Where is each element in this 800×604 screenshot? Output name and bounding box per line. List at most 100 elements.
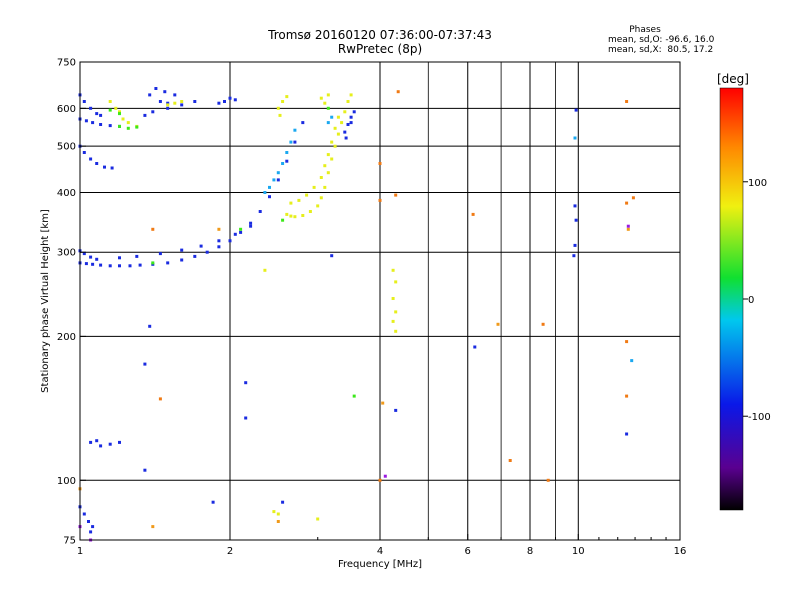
data-point [330,254,334,258]
data-point [508,459,512,462]
data-point [110,166,114,170]
data-point [333,144,337,148]
data-point [244,381,248,385]
data-point [217,245,221,249]
data-point [163,90,167,94]
y-tick-label: 750 [57,58,76,69]
data-point [143,468,147,472]
data-point [383,474,387,478]
data-point [91,121,95,125]
data-point [316,204,320,208]
data-point [326,93,330,97]
y-tick-label: 500 [57,142,76,153]
data-point [276,512,280,516]
data-point [121,117,125,121]
data-point [84,262,88,266]
colorbar-ticks: 100 0 -100 [743,178,771,423]
data-point [394,280,398,284]
data-point [394,408,398,412]
data-point [330,157,334,161]
data-point [82,512,86,516]
data-point [138,263,142,267]
x-tick-label: 2 [227,546,233,557]
data-point [89,440,93,444]
data-point [276,106,280,110]
data-point [574,108,578,112]
data-point [249,224,253,228]
data-point [108,108,112,112]
data-point [95,112,99,116]
data-point [166,101,170,105]
y-axis-label: Stationary phase Virtual Height [km] [40,209,51,393]
data-point [118,112,121,116]
data-point [148,324,152,328]
data-point [330,115,334,119]
data-point [285,159,289,163]
data-point [143,113,147,117]
data-point [128,264,132,268]
data-point [99,263,103,267]
phase-info-x: mean, sd,X: 80.5, 17.2 [608,45,713,55]
data-point [293,128,297,132]
data-point [108,442,112,446]
data-point [151,110,155,114]
data-point [326,171,330,175]
data-point [268,195,271,199]
data-point [541,322,545,326]
data-point [166,106,170,110]
data-point [276,171,280,175]
data-point [316,517,320,521]
data-point [233,232,237,236]
data-point [391,297,395,300]
data-point [344,136,348,140]
x-tick-label: 8 [527,546,533,557]
data-point [278,113,282,117]
data-point [281,162,285,165]
data-point [336,132,340,136]
data-point [118,124,121,128]
phase-info-title: Phases [629,25,661,35]
data-point [471,212,475,216]
y-tick-label: 400 [57,188,76,199]
data-point [272,178,276,182]
colorbar-tick-label: 0 [748,295,754,306]
data-point [394,193,398,197]
data-point [293,140,297,144]
data-point [289,201,293,205]
data-point [396,90,400,94]
data-point [573,243,577,247]
data-point [91,262,95,266]
data-point [180,248,184,252]
phase-info: Phases mean, sd,O: -96.6, 16.0 mean, sd,… [608,25,715,55]
data-point [114,106,118,110]
colorbar: [deg] 100 0 -100 [717,72,771,511]
data-point [281,500,285,504]
data-point [193,100,197,103]
data-point [82,252,86,256]
data-point [82,151,86,154]
y-tick-label: 600 [57,104,76,115]
data-point [148,93,152,97]
data-point [625,340,629,344]
data-point [118,110,121,114]
colorbar-gradient [719,87,744,511]
data-point [330,140,334,144]
data-point [326,106,330,110]
data-point [343,110,347,114]
data-point [394,310,398,314]
data-point [625,201,629,205]
data-point [391,319,395,323]
data-point [496,322,500,326]
y-tick-label: 200 [57,332,76,343]
y-tick-label: 300 [57,248,76,259]
data-point [625,394,629,398]
data-point [211,500,215,504]
data-points [78,87,635,542]
data-point [289,140,293,144]
colorbar-tick-label: 100 [748,178,767,189]
x-axis-label: Frequency [MHz] [338,559,422,570]
data-point [297,198,301,202]
data-point [89,255,93,259]
data-point [89,106,93,110]
